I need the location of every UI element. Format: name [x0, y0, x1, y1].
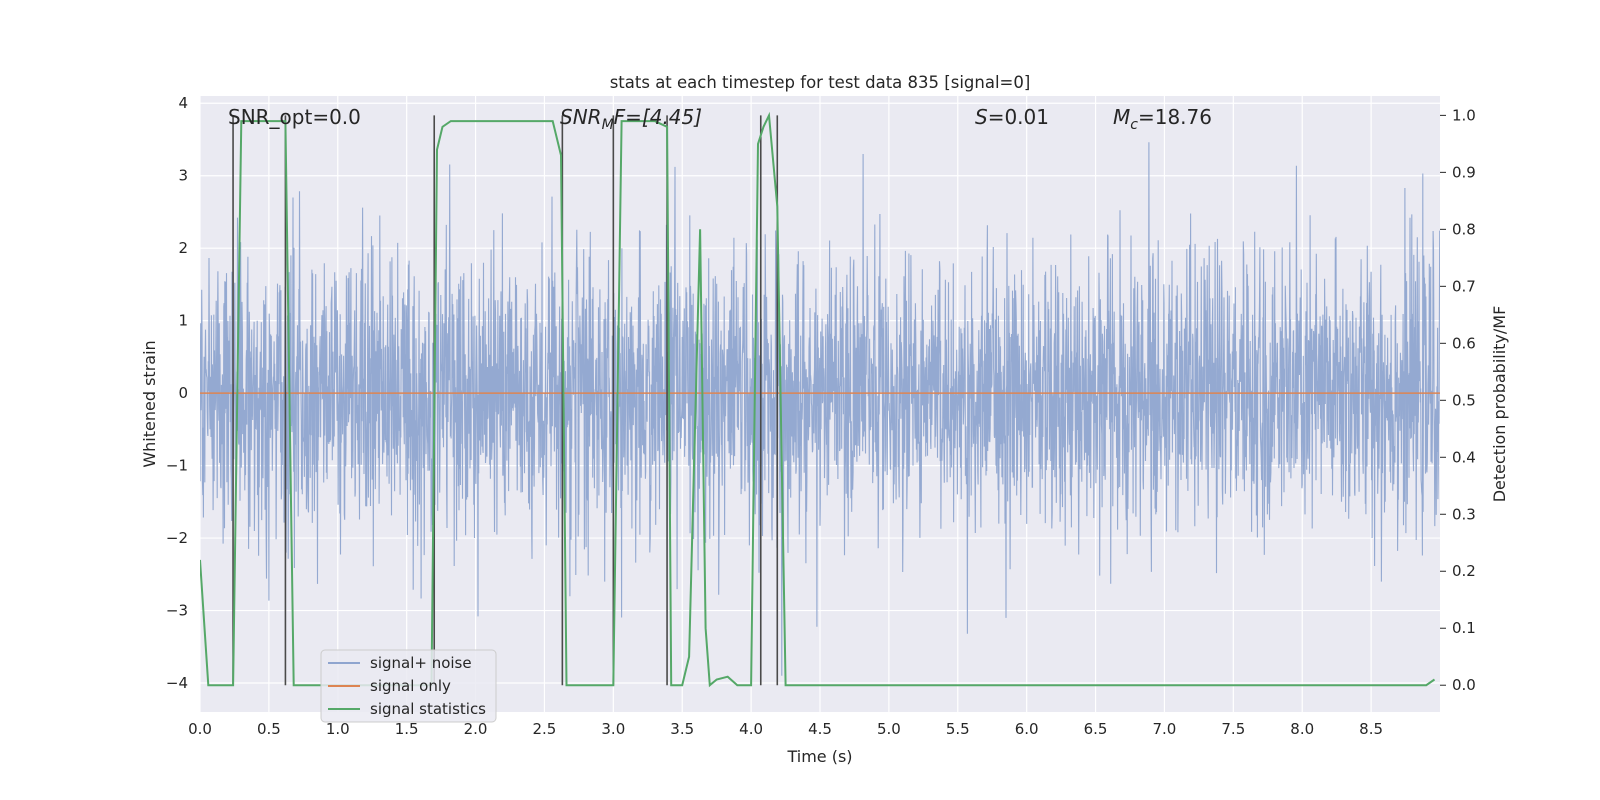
y-tick-label-left: 2 — [178, 239, 188, 257]
x-tick-label: 4.5 — [808, 720, 832, 738]
x-tick-label: 2.0 — [464, 720, 488, 738]
y-axis-label-left: Whitened strain — [140, 340, 159, 467]
legend-box — [320, 649, 497, 723]
y-tick-label-left: −4 — [166, 674, 188, 692]
y-tick-label-right: 0.4 — [1452, 448, 1476, 466]
x-tick-label: 3.5 — [670, 720, 694, 738]
x-tick-label: 6.5 — [1084, 720, 1108, 738]
y-tick-label-left: −2 — [166, 529, 188, 547]
y-axis-label-right: Detection probability/MF — [1490, 306, 1509, 503]
x-tick-label: 4.0 — [739, 720, 763, 738]
annotation-snr-mf: SNRMF=[4.45] — [560, 105, 702, 133]
annotation-s: S=0.01 — [975, 105, 1049, 129]
x-tick-label: 0.0 — [188, 720, 212, 738]
y-tick-label-left: 4 — [178, 94, 188, 112]
x-tick-label: 1.0 — [326, 720, 350, 738]
x-tick-label: 3.0 — [601, 720, 625, 738]
y-tick-label-right: 0.8 — [1452, 220, 1476, 238]
y-tick-label-right: 0.3 — [1452, 505, 1476, 523]
y-tick-label-left: 3 — [178, 167, 188, 185]
x-tick-label: 0.5 — [257, 720, 281, 738]
x-tick-label: 7.0 — [1153, 720, 1177, 738]
legend-label-statistics: signal statistics — [370, 700, 486, 718]
legend-label-noise: signal+ noise — [370, 654, 472, 672]
series-signal-statistics — [200, 111, 1436, 688]
y-tick-label-right: 0.6 — [1452, 334, 1476, 352]
chart-title: stats at each timestep for test data 835… — [610, 73, 1031, 92]
x-tick-label: 5.0 — [877, 720, 901, 738]
annotation-mc: Mc=18.76 — [1113, 105, 1212, 133]
x-tick-label: 5.5 — [946, 720, 970, 738]
y-tick-label-left: 1 — [178, 312, 188, 330]
y-tick-label-left: −1 — [166, 457, 188, 475]
y-tick-label-right: 0.0 — [1452, 676, 1476, 694]
y-tick-label-right: 0.7 — [1452, 277, 1476, 295]
y-tick-label-left: 0 — [178, 384, 188, 402]
y-tick-label-right: 0.5 — [1452, 391, 1476, 409]
x-tick-label: 8.5 — [1359, 720, 1383, 738]
x-tick-label: 6.0 — [1015, 720, 1039, 738]
legend-label-signal-only: signal only — [370, 677, 451, 695]
x-tick-label: 8.0 — [1290, 720, 1314, 738]
annotation-snr-opt: SNR_opt=0.0 — [228, 105, 361, 129]
x-tick-label: 7.5 — [1221, 720, 1245, 738]
y-tick-label-right: 1.0 — [1452, 106, 1476, 124]
y-tick-label-right: 0.1 — [1452, 619, 1476, 637]
y-tick-label-left: −3 — [166, 602, 188, 620]
series-signal-noise — [200, 142, 1440, 676]
x-tick-label: 2.5 — [533, 720, 557, 738]
x-axis-label: Time (s) — [786, 747, 852, 766]
legend: signal+ noise signal only signal statist… — [320, 649, 497, 723]
y-tick-label-right: 0.2 — [1452, 562, 1476, 580]
x-tick-label: 1.5 — [395, 720, 419, 738]
y-tick-label-right: 0.9 — [1452, 163, 1476, 181]
